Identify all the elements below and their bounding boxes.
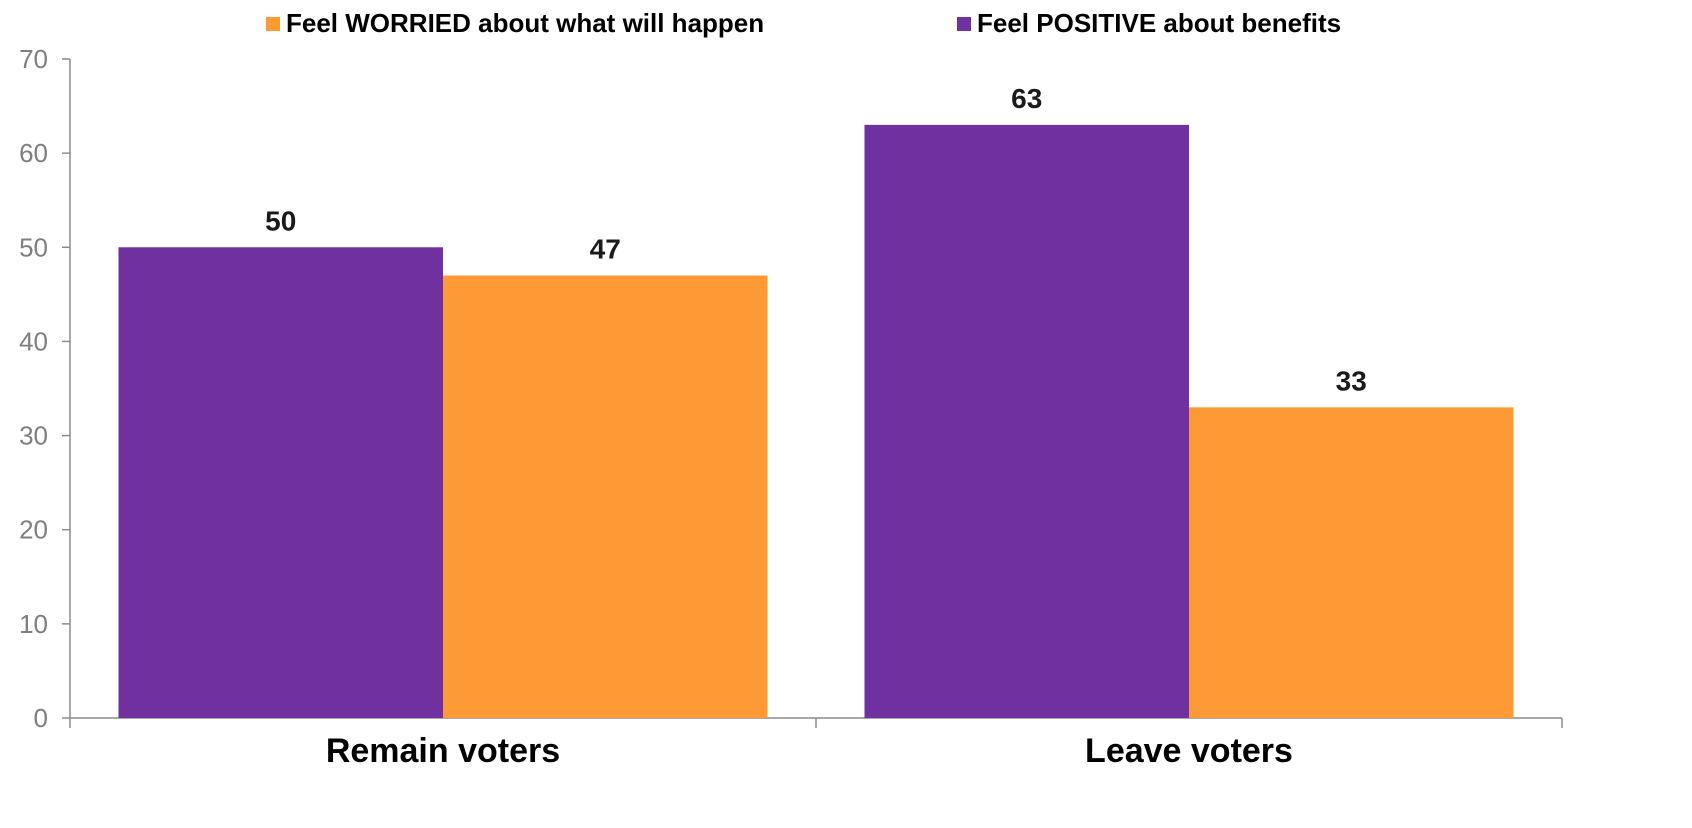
data-label: 63 — [1011, 83, 1042, 114]
y-tick-label: 30 — [19, 421, 48, 451]
bar — [118, 247, 444, 719]
y-tick-label: 20 — [19, 515, 48, 545]
data-label: 47 — [590, 234, 621, 265]
bar — [443, 275, 768, 718]
y-tick-label: 60 — [19, 138, 48, 168]
legend-label-positive: Feel POSITIVE about benefits — [977, 8, 1342, 38]
legend-label-worried: Feel WORRIED about what will happen — [286, 8, 765, 38]
category-label: Remain voters — [326, 732, 560, 770]
data-label: 33 — [1336, 365, 1367, 396]
y-tick-label: 40 — [19, 326, 48, 356]
legend-item-worried: Feel WORRIED about what will happen — [266, 8, 764, 39]
y-tick-label: 50 — [19, 232, 48, 262]
legend-swatch-positive — [957, 16, 971, 31]
legend-item-positive: Feel POSITIVE about benefits — [957, 8, 1341, 39]
data-label: 50 — [265, 205, 296, 236]
bar — [864, 124, 1189, 718]
legend-swatch-worried — [266, 16, 280, 31]
category-label: Leave voters — [1085, 732, 1293, 770]
y-tick-label: 0 — [34, 703, 48, 733]
chart-legend: Feel WORRIED about what will happen Feel… — [0, 4, 1692, 40]
bar — [1189, 407, 1514, 718]
y-tick-label: 10 — [19, 609, 48, 639]
y-tick-label: 70 — [19, 44, 48, 74]
